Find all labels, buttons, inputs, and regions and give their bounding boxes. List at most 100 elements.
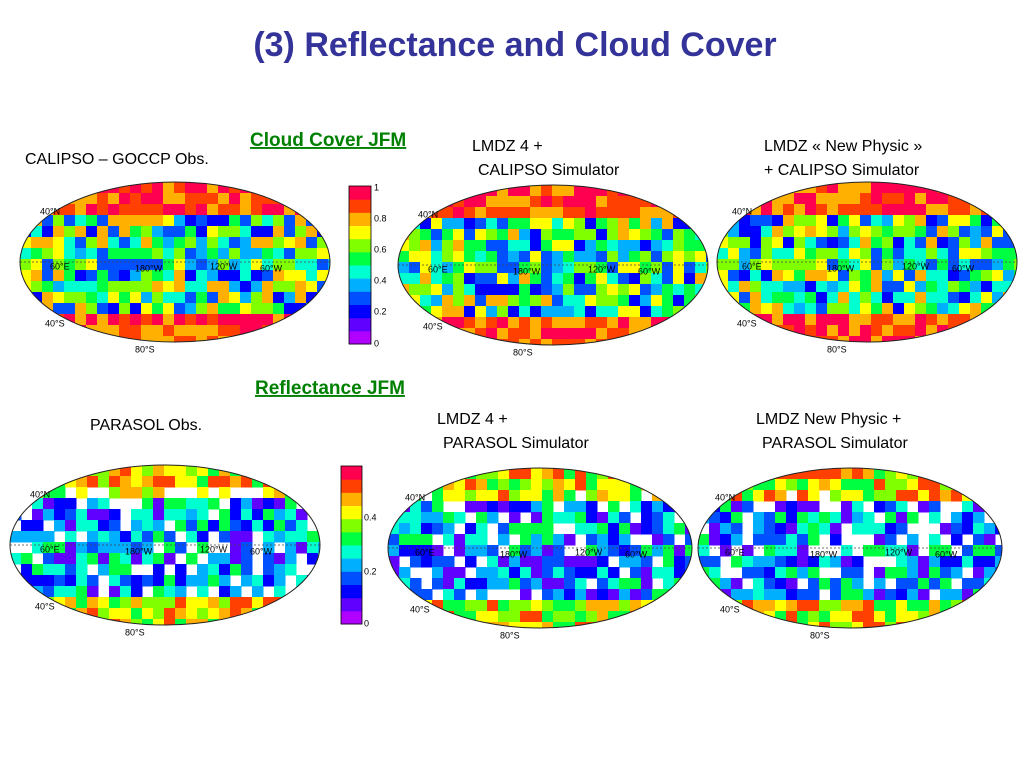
map-cell bbox=[775, 589, 787, 601]
map-cell bbox=[907, 490, 919, 502]
map-cell bbox=[709, 534, 721, 546]
map-cell bbox=[607, 207, 619, 219]
map-cell bbox=[915, 281, 927, 293]
map-cell bbox=[849, 193, 861, 205]
map-cell bbox=[926, 336, 938, 342]
map-cell bbox=[108, 193, 120, 205]
map-cell bbox=[141, 215, 153, 227]
map-cell bbox=[607, 317, 619, 329]
map-cell bbox=[794, 303, 806, 315]
map-cell bbox=[431, 207, 443, 219]
map-cell bbox=[42, 182, 54, 194]
map-cell bbox=[86, 237, 98, 249]
map-cell bbox=[552, 339, 564, 345]
map-cell bbox=[940, 600, 952, 612]
map-cell bbox=[926, 281, 938, 293]
map-cell bbox=[498, 468, 510, 480]
map-cell bbox=[453, 218, 465, 230]
map-cell bbox=[698, 545, 710, 557]
map-cell bbox=[896, 589, 908, 601]
map-cell bbox=[827, 204, 839, 216]
map-cell bbox=[318, 553, 320, 565]
map-cell bbox=[10, 575, 22, 587]
map-cell bbox=[130, 193, 142, 205]
map-cell bbox=[10, 586, 22, 598]
map-cell bbox=[219, 487, 231, 499]
map-cell bbox=[519, 240, 531, 252]
map-grid-label: 180°W bbox=[513, 266, 541, 276]
map-cell bbox=[273, 336, 285, 342]
map-cell bbox=[119, 237, 131, 249]
map-grid-label: 40°N bbox=[405, 492, 425, 502]
map-cell bbox=[973, 512, 985, 524]
map-cell bbox=[509, 578, 521, 590]
map-cell bbox=[398, 185, 410, 197]
map-cell bbox=[531, 578, 543, 590]
map-cell bbox=[454, 600, 466, 612]
map-cell bbox=[421, 479, 433, 491]
map-cell bbox=[519, 284, 531, 296]
map-cell bbox=[849, 226, 861, 238]
map-cell bbox=[926, 325, 938, 337]
map-cell bbox=[882, 193, 894, 205]
map-cell bbox=[663, 567, 675, 579]
map-cell bbox=[937, 248, 949, 260]
map-cell bbox=[432, 523, 444, 535]
map-cell bbox=[317, 314, 329, 326]
map-cell bbox=[652, 589, 664, 601]
map-cell bbox=[509, 622, 521, 628]
map-cell bbox=[207, 259, 219, 271]
map-cell bbox=[108, 215, 120, 227]
map-cell bbox=[307, 476, 319, 488]
map-cell bbox=[970, 204, 982, 216]
map-cell bbox=[530, 207, 542, 219]
map-cell bbox=[805, 226, 817, 238]
map-cell bbox=[531, 501, 543, 513]
map-cell bbox=[284, 182, 296, 194]
map-cell bbox=[981, 259, 993, 271]
map-cell bbox=[98, 542, 110, 554]
map-cell bbox=[685, 479, 692, 491]
map-cell bbox=[498, 501, 510, 513]
map-cell bbox=[119, 314, 131, 326]
map-cell bbox=[607, 295, 619, 307]
map-cell bbox=[797, 556, 809, 568]
map-cell bbox=[852, 468, 864, 480]
map-cell bbox=[252, 465, 264, 477]
map-cell bbox=[651, 218, 663, 230]
map-cell bbox=[307, 586, 319, 598]
map-cell bbox=[596, 251, 608, 263]
map-cell bbox=[186, 465, 198, 477]
map-cell bbox=[152, 281, 164, 293]
map-cell bbox=[695, 218, 707, 230]
map-cell bbox=[262, 292, 274, 304]
map-cell bbox=[197, 564, 209, 576]
map-cell bbox=[685, 622, 692, 628]
map-cell bbox=[575, 468, 587, 480]
colorbar-tick: 0.8 bbox=[374, 213, 387, 223]
map-cell bbox=[86, 281, 98, 293]
map-cell bbox=[98, 509, 110, 521]
map-cell bbox=[252, 619, 264, 625]
map-cell bbox=[64, 259, 76, 271]
map-cell bbox=[119, 259, 131, 271]
map-cell bbox=[973, 545, 985, 557]
map-cell bbox=[742, 567, 754, 579]
map-cell bbox=[520, 468, 532, 480]
map-cell bbox=[431, 284, 443, 296]
map-cell bbox=[808, 589, 820, 601]
map-cell bbox=[970, 226, 982, 238]
map-cell bbox=[141, 314, 153, 326]
map-cell bbox=[75, 292, 87, 304]
map-cell bbox=[794, 193, 806, 205]
panel-label: + CALIPSO Simulator bbox=[764, 162, 920, 179]
map-cell bbox=[970, 215, 982, 227]
map-cell bbox=[1003, 270, 1015, 282]
map-cell bbox=[597, 490, 609, 502]
map-cell bbox=[995, 479, 1002, 491]
map-cell bbox=[443, 490, 455, 502]
map-cell bbox=[629, 284, 641, 296]
map-cell bbox=[674, 501, 686, 513]
map-cell bbox=[219, 564, 231, 576]
map-cell bbox=[992, 248, 1004, 260]
